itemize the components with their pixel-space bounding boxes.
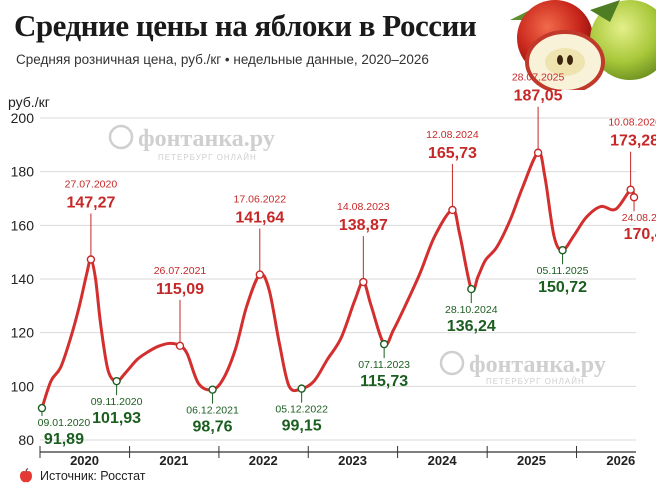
annotation-value: 170,47 <box>624 226 656 243</box>
annotation-value: 173,28 <box>610 133 656 150</box>
annotation-date: 05.12.2022 <box>275 404 328 416</box>
y-tick-label: 120 <box>11 325 35 341</box>
watermark-name: фонтанка.ру <box>138 126 275 152</box>
data-point <box>629 193 639 202</box>
annotation-date: 12.08.2024 <box>426 129 479 141</box>
y-axis-ticks: 80 100 120 140 160 180 200 <box>11 110 35 448</box>
y-tick-label: 160 <box>11 217 35 233</box>
apples-photo-icon <box>510 0 656 90</box>
annotation-date: 17.06.2022 <box>234 194 287 206</box>
annotation-trough: 06.12.2021 98,76 <box>186 385 239 436</box>
fontanka-logo-icon <box>108 124 134 150</box>
chart-title: Средние цены на яблоки в России <box>14 8 477 43</box>
annotation-date: 06.12.2021 <box>186 405 239 417</box>
x-tick-label: 2026 <box>606 453 635 468</box>
watermark-tagline: ПЕТЕРБУРГ ОНЛАЙН <box>486 377 585 386</box>
y-tick-label: 180 <box>11 164 35 180</box>
annotation-date: 10.08.2026 <box>608 117 656 129</box>
annotation-date: 28.10.2024 <box>445 304 498 316</box>
annotation-peak: 28.07.2025 187,05 <box>512 72 565 157</box>
annotation-peak: 17.06.2022 141,64 <box>234 194 287 279</box>
data-point <box>379 339 389 349</box>
y-axis-label: руб./кг <box>8 94 50 110</box>
data-point <box>533 148 543 157</box>
fontanka-logo-icon <box>439 350 465 376</box>
data-point <box>626 185 635 194</box>
annotation-date: 07.11.2023 <box>358 359 410 371</box>
data-point <box>86 255 96 264</box>
watermark-top: фонтанка.ру ПЕТЕРБУРГ ОНЛАЙН <box>108 124 275 162</box>
data-point <box>467 284 476 294</box>
watermark-name: фонтанка.ру <box>469 352 606 378</box>
chart-grid <box>40 117 636 441</box>
x-tick-label: 2024 <box>428 453 458 468</box>
annotation-value: 147,27 <box>66 194 115 211</box>
annotation-trough: 09.01.2020 91,89 <box>37 403 91 448</box>
annotation-date: 05.11.2025 <box>537 265 589 277</box>
annotation-value: 141,64 <box>235 210 284 227</box>
data-point <box>112 376 121 386</box>
annotation-peak: 14.08.2023 138,87 <box>337 201 390 287</box>
annotation-value: 136,24 <box>447 318 496 335</box>
annotation-value: 101,93 <box>92 410 141 427</box>
annotation-value: 98,76 <box>193 419 233 436</box>
x-tick-label: 2025 <box>517 453 546 468</box>
annotation-date: 09.01.2020 <box>38 417 91 429</box>
annotation-trough: 07.11.2023 115,73 <box>358 339 410 390</box>
data-point <box>359 277 368 287</box>
annotation-date: 28.07.2025 <box>512 72 565 84</box>
annotation-peak: 24.08.2026 170,47 <box>622 193 656 243</box>
annotation-value: 115,09 <box>156 281 204 298</box>
annotation-trough: 28.10.2024 136,24 <box>445 284 498 335</box>
annotation-value: 91,89 <box>44 431 84 448</box>
annotation-trough: 05.11.2025 150,72 <box>537 246 589 296</box>
annotation-date: 14.08.2023 <box>337 201 390 213</box>
annotation-date: 09.11.2020 <box>91 396 143 408</box>
annotation-value: 138,87 <box>339 217 388 234</box>
annotations: 09.01.2020 91,89 27.07.2020 147,27 09.11.202… <box>38 72 656 448</box>
annotation-trough: 05.12.2022 99,15 <box>275 384 328 435</box>
data-point <box>208 385 217 394</box>
x-tick-label: 2022 <box>249 453 278 468</box>
annotation-peak: 10.08.2026 173,28 <box>608 117 656 194</box>
price-line <box>40 151 636 410</box>
y-tick-label: 140 <box>11 271 35 287</box>
y-tick-label: 80 <box>18 432 34 448</box>
annotation-peak: 12.08.2024 165,73 <box>426 129 479 215</box>
x-tick-label: 2021 <box>159 453 188 468</box>
annotation-trough: 09.11.2020 101,93 <box>91 376 143 427</box>
annotation-date: 27.07.2020 <box>65 178 118 190</box>
data-point <box>255 270 264 279</box>
y-tick-label: 100 <box>11 378 35 394</box>
source-text: Источник: Росстат <box>40 469 146 483</box>
annotation-date: 24.08.2026 <box>622 212 656 224</box>
annotation-value: 150,72 <box>538 279 587 296</box>
chart-subtitle: Средняя розничная цена, руб./кг • недель… <box>16 52 429 67</box>
annotation-value: 187,05 <box>514 88 563 105</box>
annotation-peak: 26.07.2021 115,09 <box>154 265 207 351</box>
x-axis-ticks: 2020 2021 2022 2023 2024 2025 2026 <box>39 446 636 468</box>
data-point <box>448 205 457 215</box>
data-point <box>175 341 185 351</box>
y-tick-label: 200 <box>11 110 35 126</box>
watermarks: фонтанка.ру ПЕТЕРБУРГ ОНЛАЙН фонтанка.ру… <box>108 124 606 386</box>
apple-icon <box>20 468 32 483</box>
annotation-date: 26.07.2021 <box>154 265 207 277</box>
x-tick-label: 2020 <box>70 453 99 468</box>
annotation-value: 165,73 <box>428 145 477 162</box>
data-point <box>37 403 47 413</box>
x-tick-label: 2023 <box>338 453 367 468</box>
annotation-value: 99,15 <box>282 418 322 435</box>
annotation-value: 115,73 <box>360 373 408 390</box>
watermark-tagline: ПЕТЕРБУРГ ОНЛАЙН <box>158 153 257 162</box>
data-point <box>558 246 567 255</box>
data-point <box>297 384 306 393</box>
source-note: Источник: Росстат <box>18 466 146 486</box>
watermark-bottom: фонтанка.ру ПЕТЕРБУРГ ОНЛАЙН <box>439 350 606 386</box>
annotation-peak: 27.07.2020 147,27 <box>65 178 118 264</box>
